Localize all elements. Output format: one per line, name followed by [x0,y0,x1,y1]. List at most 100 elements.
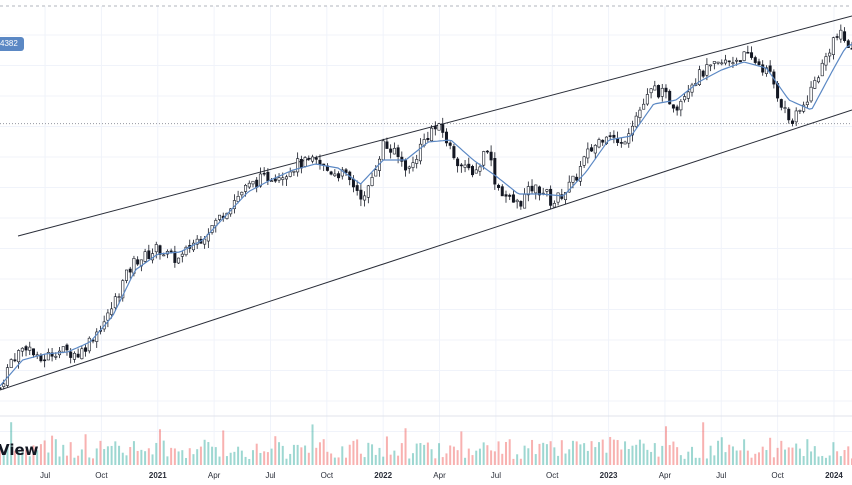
candle-body [735,59,739,62]
volume-bar [754,453,757,465]
candle-body [124,269,128,281]
candle-body [441,124,445,133]
candle-body [381,140,385,161]
volume-bar [650,451,653,465]
candle-body [590,147,594,152]
volume-bar [638,439,641,465]
candle-body [24,346,28,351]
volume-bar [330,453,333,465]
candle-body [761,64,765,73]
volume-bar [438,443,441,465]
volume-bar [296,444,299,465]
candle-body [645,94,649,105]
candle-body [236,196,240,202]
time-axis: Jul Oct 2021 Apr Jul Oct 2022 Apr Jul Oct 2023 Apr J… [40,471,843,480]
volume-bar [263,451,266,465]
candle-body [571,175,575,183]
candle-body [370,177,374,186]
x-tick-label: Jul [265,471,275,480]
volume-bar [229,452,232,465]
candle-body [266,171,270,182]
candle-body [493,158,497,185]
candle-body [657,85,661,98]
candle-body [400,156,404,162]
candle-body [746,51,750,54]
volume-bar [99,440,102,465]
volume-bar [378,447,381,465]
candle-body [355,185,359,191]
candle-body [616,138,620,143]
volume-bar [173,448,176,465]
volume-bar [486,445,489,465]
candle-body [195,238,199,245]
volume-bar [586,450,589,465]
candle-body [154,244,158,253]
volume-bar [211,446,214,465]
candle-body [523,194,527,209]
volume-bar [724,452,727,465]
candle-body [627,133,631,144]
candle-body [169,250,173,253]
volume-bar [132,441,135,465]
candle-body [824,56,828,66]
candle-body [46,352,50,361]
volume-bar [255,443,258,465]
candle-body [407,166,411,169]
volume-bar [516,454,519,465]
candle-body [72,352,76,360]
candle-body [720,62,724,65]
candle-body [69,351,73,358]
volume-bar [423,444,426,465]
volume-bar [110,445,113,465]
volume-bar [482,442,485,465]
volume-bar [84,434,87,465]
volume-bar [337,457,340,465]
candle-body [173,251,177,263]
volume-bar [352,440,355,465]
volume-bar [687,451,690,465]
volume-bar [664,426,667,465]
x-tick-label: Apr [659,471,672,480]
volume-bar [411,453,414,465]
candle-body [597,139,601,148]
volume-bar [25,449,28,465]
candle-body [50,352,54,357]
volume-bar [259,452,262,465]
volume-bar [720,437,723,465]
volume-bar [743,439,746,465]
candle-body [31,348,35,356]
volume-bar [817,456,820,465]
candle-body [578,166,582,182]
volume-bar [501,453,504,465]
candle-body [482,151,486,166]
volume-histogram [0,422,852,465]
volume-bar [192,454,195,465]
candle-body [61,346,65,353]
volume-bar [214,447,217,465]
volume-bar [39,444,42,465]
candle-body [497,184,501,188]
x-tick-label: Apr [208,471,221,480]
candle-body [802,104,806,112]
volume-bar [772,457,775,465]
volume-bar [185,457,188,465]
candle-body [534,184,538,194]
volume-bar [642,443,645,465]
volume-bar [129,447,132,465]
x-tick-label: Oct [321,471,334,480]
volume-bar [181,450,184,465]
candle-body [515,199,519,203]
volume-bar [47,452,50,465]
volume-bar [676,447,679,465]
volume-bar [757,452,760,465]
candle-body [110,308,114,315]
candle-body [474,169,478,174]
volume-bar [248,458,251,465]
candle-body [545,189,549,192]
volume-bar [627,449,630,465]
volume-bar [51,435,54,465]
volume-bar [545,444,548,465]
volume-bar [237,446,240,465]
